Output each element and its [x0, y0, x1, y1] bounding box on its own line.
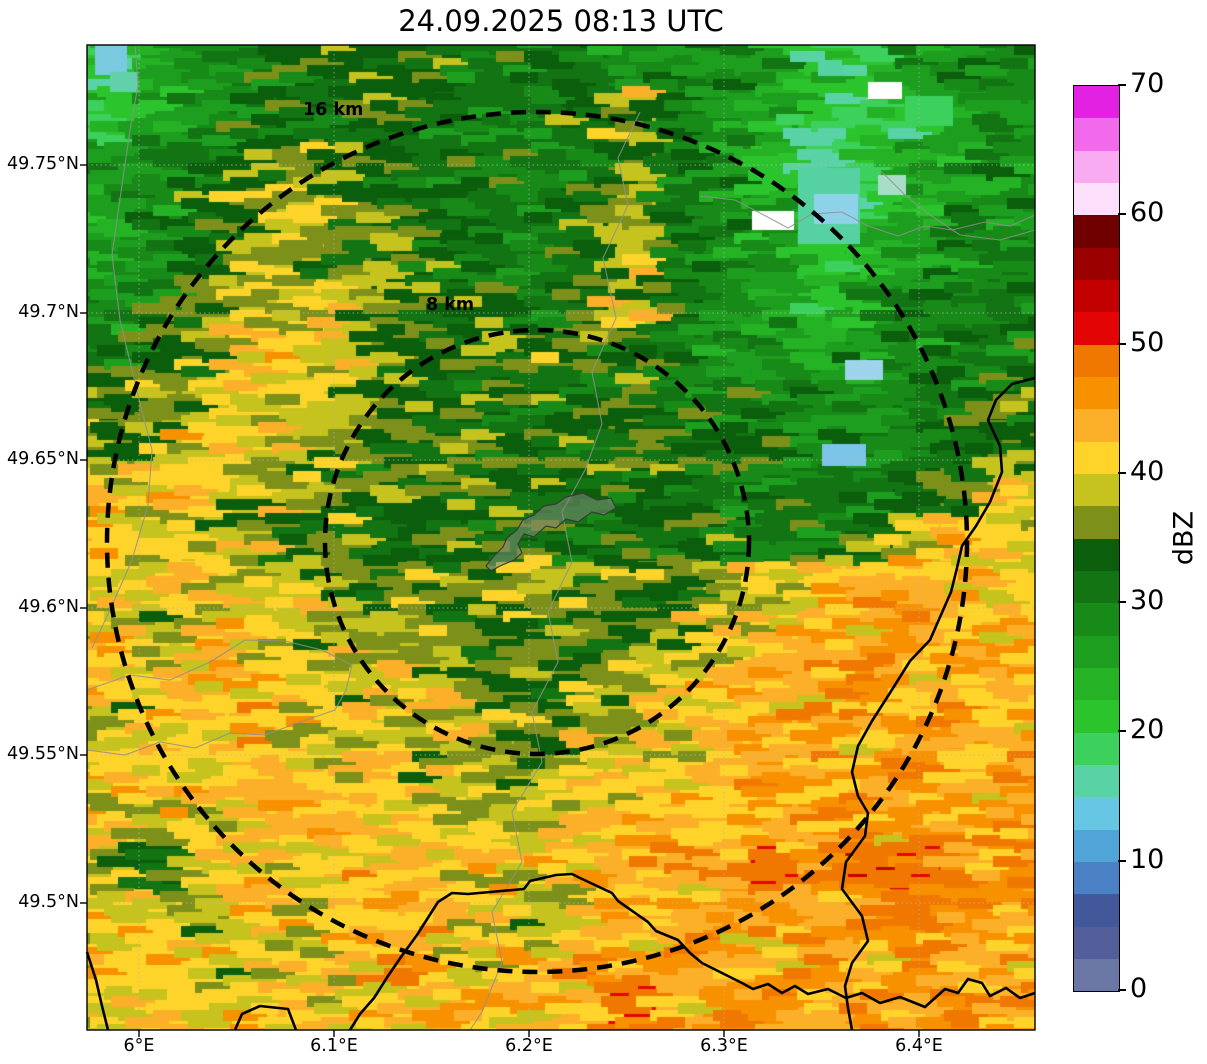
- colorbar-segment: [1074, 506, 1119, 539]
- colorbar-tick: [1118, 989, 1126, 991]
- range-ring-16km: [104, 109, 970, 975]
- colorbar-segment: [1074, 279, 1119, 313]
- colorbar-segment: [1074, 797, 1119, 830]
- colorbar-segment: [1074, 409, 1119, 442]
- colorbar-segment: [1074, 667, 1119, 701]
- range-ring-8km: [322, 327, 752, 757]
- y-axis-tick-label: 49.5°N: [18, 892, 79, 912]
- x-axis-tick-label: 6.3°E: [700, 1036, 748, 1056]
- river-line: [879, 169, 1036, 241]
- colorbar-tick: [1118, 859, 1126, 862]
- colorbar-segment: [1074, 732, 1119, 765]
- colorbar-tick: [1118, 84, 1126, 86]
- x-axis-tick-label: 6.4°E: [895, 1036, 943, 1056]
- colorbar-tick-label: 0: [1130, 973, 1148, 1004]
- country-border-line: [233, 1004, 298, 1031]
- river-line: [86, 639, 353, 756]
- colorbar-segment: [1074, 700, 1119, 733]
- country-border-line: [85, 951, 110, 1031]
- colorbar-segment: [1074, 441, 1119, 474]
- colorbar-segment: [1074, 635, 1119, 668]
- colorbar-tick-label: 60: [1130, 197, 1165, 229]
- colorbar-segment: [1074, 344, 1119, 377]
- colorbar: [1073, 85, 1120, 992]
- range-ring-label-8km: 8 km: [426, 295, 474, 315]
- colorbar-segment: [1074, 570, 1119, 604]
- river-line: [91, 44, 153, 649]
- colorbar-segment: [1074, 958, 1119, 992]
- x-axis-tick-label: 6°E: [123, 1036, 155, 1056]
- colorbar-tick: [1118, 342, 1126, 345]
- river-line: [699, 195, 1036, 237]
- y-axis-tick-label: 49.7°N: [18, 302, 79, 322]
- colorbar-segment: [1074, 603, 1119, 636]
- colorbar-segment: [1074, 829, 1119, 862]
- colorbar-tick: [1118, 213, 1126, 216]
- colorbar-segment: [1074, 764, 1119, 798]
- x-axis-tick-label: 6.1°E: [310, 1036, 358, 1056]
- y-axis-tick-label: 49.55°N: [7, 744, 79, 764]
- map-frame: [86, 44, 1036, 1031]
- y-axis-tick-label: 49.6°N: [18, 597, 79, 617]
- colorbar-tick-label: 10: [1130, 843, 1165, 875]
- x-axis-tick-label: 6.2°E: [505, 1036, 553, 1056]
- colorbar-tick-label: 40: [1130, 455, 1165, 487]
- colorbar-segment: [1074, 86, 1119, 119]
- colorbar-segment: [1074, 538, 1119, 571]
- river-line: [469, 111, 641, 1031]
- colorbar-segment: [1074, 894, 1119, 927]
- country-border-line: [348, 872, 1036, 1031]
- colorbar-segment: [1074, 926, 1119, 959]
- range-ring-label-16km: 16 km: [303, 100, 363, 120]
- colorbar-segment: [1074, 150, 1119, 183]
- y-axis-tick-label: 49.75°N: [7, 154, 79, 174]
- colorbar-tick: [1118, 601, 1126, 604]
- y-axis-tick-label: 49.65°N: [7, 449, 79, 469]
- colorbar-tick: [1118, 730, 1126, 733]
- colorbar-segment: [1074, 312, 1119, 345]
- city-area-polygon: [485, 492, 617, 572]
- colorbar-tick-label: 50: [1130, 326, 1165, 358]
- colorbar-segment: [1074, 215, 1119, 248]
- colorbar-tick-label: 20: [1130, 714, 1165, 746]
- colorbar-segment: [1074, 861, 1119, 895]
- colorbar-segment: [1074, 182, 1119, 216]
- colorbar-segment: [1074, 247, 1119, 280]
- colorbar-axis-label: dBZ: [1168, 510, 1200, 565]
- colorbar-segment: [1074, 473, 1119, 507]
- colorbar-tick-label: 30: [1130, 585, 1165, 617]
- colorbar-tick: [1118, 471, 1126, 474]
- country-border-line: [840, 376, 1036, 1031]
- colorbar-tick-label: 70: [1130, 68, 1165, 99]
- colorbar-segment: [1074, 376, 1119, 410]
- colorbar-segment: [1074, 118, 1119, 151]
